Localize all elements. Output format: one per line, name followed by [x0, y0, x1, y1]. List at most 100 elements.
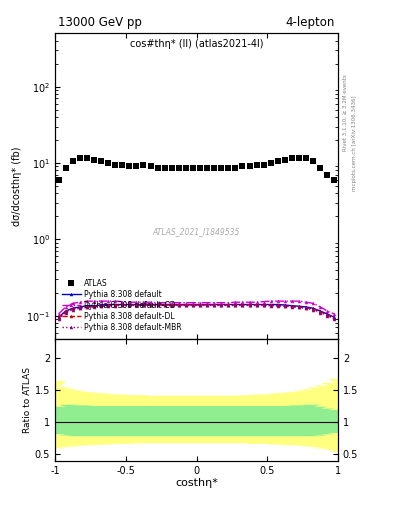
- Pythia 8.308 default-MBR: [198, 303, 202, 309]
- Pythia 8.308 default: [304, 304, 309, 310]
- Pythia 8.308 default-MBR: [290, 304, 294, 310]
- Pythia 8.308 default-MBR: [297, 305, 301, 311]
- Pythia 8.308 default-MBR: [226, 303, 231, 309]
- Pythia 8.308 default-MBR: [155, 303, 160, 309]
- Pythia 8.308 default-DL: [134, 302, 139, 308]
- Pythia 8.308 default-MBR: [184, 303, 188, 309]
- Pythia 8.308 default: [226, 302, 231, 308]
- Line: Pythia 8.308 default-CD: Pythia 8.308 default-CD: [57, 300, 336, 316]
- Pythia 8.308 default-MBR: [311, 307, 316, 313]
- Pythia 8.308 default-DL: [226, 302, 231, 308]
- Pythia 8.308 default-CD: [106, 298, 110, 304]
- Pythia 8.308 default-DL: [290, 304, 294, 310]
- Pythia 8.308 default-CD: [184, 300, 188, 306]
- Pythia 8.308 default-DL: [56, 315, 61, 321]
- Pythia 8.308 default-CD: [219, 300, 224, 306]
- Pythia 8.308 default: [92, 303, 96, 309]
- Pythia 8.308 default-CD: [92, 298, 96, 304]
- ATLAS: [191, 165, 195, 172]
- ATLAS: [99, 158, 103, 164]
- Pythia 8.308 default: [212, 302, 217, 308]
- ATLAS: [77, 155, 82, 161]
- Text: ATLAS_2021_I1849535: ATLAS_2021_I1849535: [153, 227, 240, 236]
- Pythia 8.308 default-MBR: [275, 303, 280, 309]
- Pythia 8.308 default-DL: [283, 303, 287, 309]
- Y-axis label: Ratio to ATLAS: Ratio to ATLAS: [23, 367, 32, 433]
- Pythia 8.308 default: [254, 302, 259, 308]
- Pythia 8.308 default-DL: [254, 302, 259, 308]
- ATLAS: [176, 165, 181, 172]
- ATLAS: [297, 155, 301, 161]
- Pythia 8.308 default-DL: [155, 302, 160, 308]
- Pythia 8.308 default-DL: [169, 302, 174, 308]
- Pythia 8.308 default-MBR: [304, 305, 309, 311]
- Pythia 8.308 default-DL: [219, 302, 224, 308]
- ATLAS: [219, 165, 224, 172]
- Pythia 8.308 default-DL: [275, 303, 280, 309]
- Pythia 8.308 default-DL: [311, 306, 316, 312]
- Pythia 8.308 default-CD: [127, 299, 132, 305]
- ATLAS: [233, 165, 238, 172]
- ATLAS: [247, 163, 252, 169]
- ATLAS: [113, 162, 118, 168]
- Pythia 8.308 default-CD: [176, 300, 181, 306]
- Pythia 8.308 default-CD: [198, 300, 202, 306]
- Pythia 8.308 default-MBR: [169, 303, 174, 309]
- Pythia 8.308 default-DL: [176, 302, 181, 308]
- ATLAS: [283, 157, 287, 163]
- Pythia 8.308 default-DL: [318, 309, 323, 315]
- Pythia 8.308 default-DL: [198, 302, 202, 308]
- Pythia 8.308 default-MBR: [162, 303, 167, 309]
- Pythia 8.308 default: [169, 302, 174, 308]
- Legend: ATLAS, Pythia 8.308 default, Pythia 8.308 default-CD, Pythia 8.308 default-DL, P: ATLAS, Pythia 8.308 default, Pythia 8.30…: [62, 279, 182, 332]
- Pythia 8.308 default-MBR: [70, 307, 75, 313]
- Pythia 8.308 default-MBR: [283, 303, 287, 309]
- Pythia 8.308 default-CD: [268, 298, 273, 304]
- Pythia 8.308 default-DL: [92, 304, 96, 310]
- Pythia 8.308 default: [247, 302, 252, 308]
- Pythia 8.308 default-DL: [113, 302, 118, 308]
- Pythia 8.308 default-MBR: [148, 303, 153, 309]
- Pythia 8.308 default-CD: [70, 300, 75, 306]
- Pythia 8.308 default-DL: [261, 302, 266, 308]
- Pythia 8.308 default: [205, 302, 209, 308]
- ATLAS: [311, 158, 316, 164]
- Pythia 8.308 default-CD: [63, 304, 68, 310]
- ATLAS: [120, 162, 125, 168]
- Pythia 8.308 default-CD: [84, 298, 89, 304]
- Pythia 8.308 default-DL: [70, 306, 75, 312]
- Pythia 8.308 default-CD: [325, 308, 330, 314]
- Text: Rivet 3.1.10, ≥ 3.2M events: Rivet 3.1.10, ≥ 3.2M events: [343, 74, 348, 151]
- Pythia 8.308 default: [219, 302, 224, 308]
- Pythia 8.308 default-DL: [77, 305, 82, 311]
- Pythia 8.308 default-DL: [162, 302, 167, 308]
- Pythia 8.308 default-CD: [212, 300, 217, 306]
- Pythia 8.308 default-CD: [254, 299, 259, 305]
- Pythia 8.308 default: [113, 302, 118, 308]
- Pythia 8.308 default: [84, 303, 89, 309]
- Pythia 8.308 default: [148, 302, 153, 308]
- Pythia 8.308 default-CD: [261, 298, 266, 305]
- Pythia 8.308 default: [141, 302, 146, 308]
- Pythia 8.308 default-MBR: [106, 303, 110, 309]
- Pythia 8.308 default-CD: [113, 298, 118, 304]
- ATLAS: [134, 163, 139, 169]
- ATLAS: [169, 165, 174, 172]
- Pythia 8.308 default: [120, 302, 125, 308]
- Pythia 8.308 default: [176, 302, 181, 308]
- Pythia 8.308 default: [283, 302, 287, 308]
- Pythia 8.308 default-DL: [268, 302, 273, 308]
- Pythia 8.308 default-MBR: [318, 309, 323, 315]
- ATLAS: [325, 172, 330, 178]
- Pythia 8.308 default-MBR: [240, 303, 245, 309]
- Pythia 8.308 default-DL: [127, 302, 132, 308]
- Pythia 8.308 default: [233, 302, 238, 308]
- Pythia 8.308 default-CD: [169, 300, 174, 306]
- Pythia 8.308 default: [162, 302, 167, 308]
- ATLAS: [56, 177, 61, 183]
- Pythia 8.308 default-MBR: [233, 303, 238, 309]
- Pythia 8.308 default-DL: [240, 302, 245, 308]
- ATLAS: [162, 165, 167, 172]
- Pythia 8.308 default-DL: [63, 309, 68, 315]
- Pythia 8.308 default: [77, 304, 82, 310]
